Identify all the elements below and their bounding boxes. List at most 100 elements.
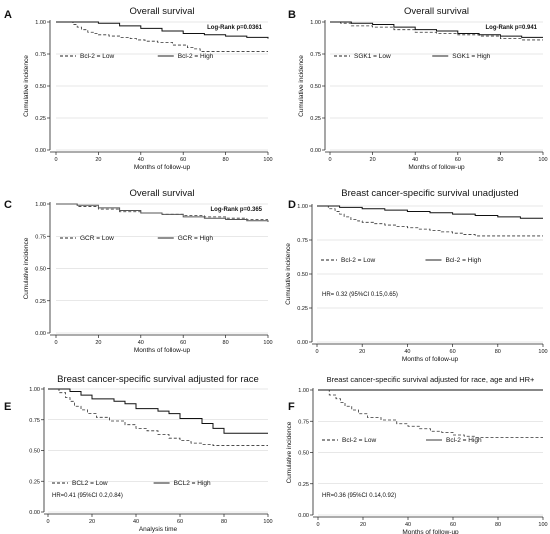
panel-a-y-tick-label: 1.00 [35,20,46,26]
panel-d-y-tick-label: 1.00 [297,204,308,210]
panel-e-x-tick-label: 100 [263,519,272,525]
panel-b-legend-label-high: SGK1 = High [452,53,491,60]
panel-d-legend-label-low: Bcl-2 = Low [341,257,375,264]
panel-d-x-tick-label: 100 [538,349,547,355]
panel-c-annotation: Log-Rank p=0.365 [210,207,262,213]
panel-e-legend-label-low: BCL2 = Low [72,480,108,487]
panel-a-x-tick-label: 20 [95,157,101,163]
panel-a-y-tick-label: 0.25 [35,116,46,122]
panel-b-x-tick-label: 20 [370,157,376,163]
panel-f-annotation: HR=0.36 (95%CI 0.14,0.92) [322,493,396,499]
panel-b-x-tick-label: 60 [455,157,461,163]
panel-f-y-tick-label: 0.75 [298,419,309,425]
panel-b-y-tick-label: 0.50 [310,84,321,90]
panel-e-annotation: HR=0.41 (95%CI 0.2,0.84) [52,493,123,499]
panel-f-x-tick-label: 40 [405,522,411,528]
panel-a-x-tick-label: 0 [54,157,57,163]
panel-f-x-tick-label: 60 [450,522,456,528]
panel-c-y-tick-label: 0.00 [35,331,46,337]
panel-e-x-axis-label: Analysis time [139,526,178,533]
panel-a: A Overall survival 0.00 0.25 0.50 0.75 1.00 0 20… [4,6,273,171]
panel-e-legend-label-high: BCL2 = High [174,480,211,487]
panel-b-x-axis-label: Months of follow-up [408,164,465,171]
panel-a-y-tick-label: 0.75 [35,52,46,58]
panel-c-series-high-line [56,203,269,223]
panel-d-x-tick-label: 20 [359,349,365,355]
panel-a-series-low-line [56,21,268,52]
panel-f-y-tick-label: 1.00 [298,388,309,394]
panel-b-letter: B [288,9,296,21]
panel-d-y-tick-label: 0.50 [297,272,308,278]
panel-c-x-tick-label: 20 [95,340,101,346]
panel-c-y-tick-label: 0.50 [35,267,46,273]
panel-b-x-tick-label: 0 [328,157,331,163]
panel-e-x-tick-label: 60 [177,519,183,525]
panel-a-y-tick-label: 0.50 [35,84,46,90]
panel-e-x-tick-label: 20 [89,519,95,525]
panel-c-x-tick-label: 60 [180,340,186,346]
panel-e-letter: E [4,401,11,413]
panel-f-x-tick-label: 80 [495,522,501,528]
panel-a-letter: A [4,9,12,21]
panel-a-annotation: Log-Rank p=0.0361 [207,25,263,31]
panel-e-x-tick-label: 40 [133,519,139,525]
panel-b-title: Overall survival [404,6,469,17]
panel-a-series-high-line [56,21,269,39]
panel-f-y-tick-label: 0.00 [298,513,309,519]
panel-e-series-high-line [48,388,268,434]
panel-b-x-tick-label: 100 [538,157,547,163]
panel-d-x-tick-label: 60 [450,349,456,355]
panel-b: B Overall survival 0.00 0.25 0.50 0.75 1.00 0 20… [288,6,548,171]
panel-b-y-tick-label: 0.75 [310,52,321,58]
panel-b-x-tick-label: 80 [497,157,503,163]
panel-e-x-tick-label: 0 [46,519,49,525]
panel-d-series-high-line [317,205,543,219]
panel-d-x-tick-label: 40 [404,349,410,355]
panel-f-y-tick-label: 0.50 [298,451,309,457]
panel-b-x-tick-label: 40 [412,157,418,163]
panel-c-legend-label-high: GCR = High [178,235,214,242]
panel-e: E Breast cancer-specific survival adjuste… [4,374,273,533]
panel-a-x-tick-label: 60 [180,157,186,163]
panel-a-legend-label-high: Bcl-2 = High [178,53,214,60]
panel-d-x-tick-label: 80 [495,349,501,355]
panel-a-x-axis-label: Months of follow-up [134,164,191,171]
panel-d-title: Breast cancer-specific survival unadjust… [341,188,518,199]
panel-c-y-tick-label: 0.75 [35,234,46,240]
panel-b-y-tick-label: 1.00 [310,20,321,26]
panel-c-y-tick-label: 0.25 [35,299,46,305]
panel-d-legend-label-high: Bcl-2 = High [445,257,481,264]
panel-d-x-axis-label: Months of follow-up [402,356,459,363]
panel-d-y-tick-label: 0.75 [297,238,308,244]
panel-b-series-low-line [330,21,543,41]
panel-d: D Breast cancer-specific survival unadjus… [285,188,548,363]
panel-e-y-tick-label: 0.75 [29,418,40,424]
panel-d-y-axis-label: Cumulative incidence [285,243,292,305]
panel-b-series-high-line [330,21,543,38]
panel-f-title: Breast cancer-specific survival adjusted… [327,375,535,384]
panel-c-x-tick-label: 0 [54,340,57,346]
panel-d-annotation: HR= 0.32 (95%CI 0.15,0.65) [322,292,398,298]
panel-e-y-tick-label: 0.00 [29,510,40,516]
panel-a-y-tick-label: 0.00 [35,148,46,154]
panel-b-y-tick-label: 0.25 [310,116,321,122]
panel-f: F Breast cancer-specific survival adjuste… [286,375,548,534]
panel-c-x-tick-label: 40 [138,340,144,346]
panel-d-series-low-line [317,205,543,237]
panel-f-y-tick-label: 0.25 [298,482,309,488]
panel-f-x-tick-label: 20 [360,522,366,528]
panel-a-title: Overall survival [130,6,195,17]
panel-d-letter: D [288,199,296,211]
panel-b-annotation: Log-Rank p=0.941 [485,25,537,31]
panel-a-x-tick-label: 40 [138,157,144,163]
panel-e-series-low-line [48,388,268,446]
panel-f-x-tick-label: 100 [538,522,547,528]
panel-f-x-axis-label: Months of follow-up [402,529,459,534]
panel-c-x-tick-label: 80 [223,340,229,346]
panel-c-letter: C [4,199,12,211]
panel-e-y-tick-label: 0.50 [29,449,40,455]
panel-c-x-axis-label: Months of follow-up [134,347,191,354]
panel-f-letter: F [288,401,295,413]
panel-f-legend-label-high: Bcl-2 = High [446,437,482,444]
panel-d-x-tick-label: 0 [315,349,318,355]
